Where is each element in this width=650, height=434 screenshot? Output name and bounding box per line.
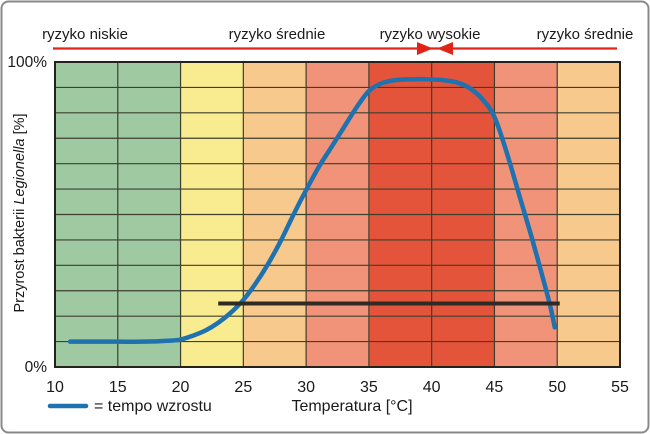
risk-arrow-right-icon — [417, 42, 433, 55]
x-tick-label-40: 40 — [423, 379, 441, 396]
x-tick-label-10: 10 — [46, 379, 64, 396]
plot-frame — [54, 61, 621, 368]
y-tick-0: 0% — [25, 359, 48, 376]
y-tick-100: 100% — [7, 54, 47, 71]
y-axis-title-part1: Przyrost bakterii — [12, 205, 28, 313]
risk-arrow-left-icon — [437, 42, 453, 55]
x-tick-label-25: 25 — [234, 379, 252, 396]
x-tick-label-20: 20 — [172, 379, 190, 396]
series-tempo-wzrostu — [67, 76, 557, 345]
y-axis-title-species: Legionella — [12, 138, 28, 204]
x-tick-label-55: 55 — [611, 379, 629, 396]
y-axis-title: Przyrost bakterii Legionella [%] — [12, 113, 28, 312]
risk-banner: ryzyko niskie ryzyko średnie ryzyko wyso… — [42, 26, 633, 55]
legend-label: = tempo wzrostu — [94, 398, 212, 415]
x-tick-label-50: 50 — [548, 379, 566, 396]
risk-label-medium-left: ryzyko średnie — [229, 26, 326, 43]
risk-label-high: ryzyko wysokie — [380, 26, 481, 43]
x-tick-label-35: 35 — [360, 379, 378, 396]
x-tick-label-45: 45 — [486, 379, 504, 396]
legend: = tempo wzrostu — [47, 398, 212, 415]
x-tick-label-30: 30 — [297, 379, 315, 396]
x-axis-title: Temperatura [°C] — [291, 398, 412, 415]
plot-area — [54, 61, 621, 368]
y-axis-title-part2: [%] — [12, 113, 28, 138]
risk-label-low: ryzyko niskie — [42, 26, 128, 43]
x-tick-label-15: 15 — [109, 379, 127, 396]
x-axis-ticks: 10 15 20 25 30 35 40 45 50 55 — [46, 379, 629, 396]
risk-label-medium-right: ryzyko średnie — [537, 26, 634, 43]
